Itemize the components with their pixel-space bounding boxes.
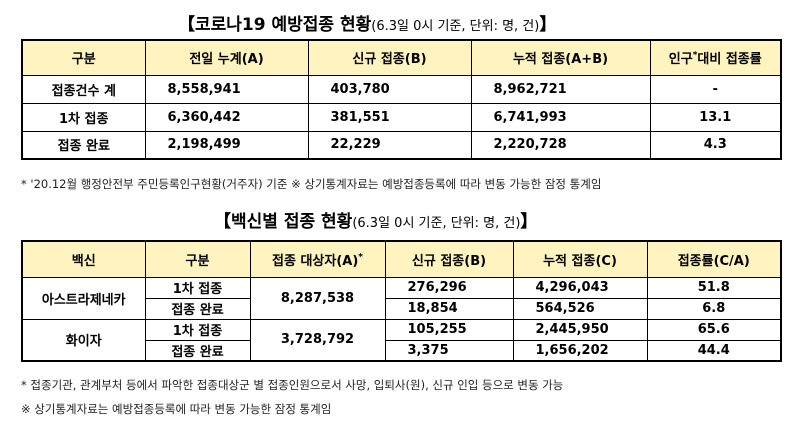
cell-value: 381,551	[307, 102, 472, 132]
vaccine-table: 백신 구분 접종 대상자(A)* 신규 접종(B) 누적 접종(C) 접종률(C…	[21, 240, 782, 362]
cell-value: 51.8	[646, 276, 782, 299]
cell-value: 6,360,442	[144, 102, 309, 132]
table2-title-end: 】	[520, 212, 538, 232]
header-category: 구분	[144, 240, 251, 278]
header-cumulative: 누적 접종(A+B)	[470, 39, 651, 76]
header-new: 신규 접종(B)	[307, 39, 472, 76]
cell-value: 22,229	[307, 130, 472, 160]
target-count: 3,728,792	[249, 318, 386, 362]
cell-value: 403,780	[307, 74, 472, 104]
header-category: 구분	[21, 39, 146, 76]
cell-value: 65.6	[646, 318, 782, 341]
cell-value: 4.3	[649, 130, 782, 160]
cell-value: 6.8	[646, 297, 782, 320]
table2-note-1: * 접종기관, 관계부처 등에서 파악한 접종대상군 별 접종인원으로서 사망,…	[21, 378, 564, 392]
vaccine-header-row: 백신 구분 접종 대상자(A)* 신규 접종(B) 누적 접종(C) 접종률(C…	[21, 240, 782, 278]
header-prev-total: 전일 누계(A)	[144, 39, 309, 76]
cell-value: 8,962,721	[470, 74, 651, 104]
cell-value: 2,198,499	[144, 130, 309, 160]
table-row: 접종 완료 3,375 1,656,202 44.4	[22, 339, 782, 362]
row-label: 접종 완료	[21, 130, 146, 160]
header-new: 신규 접종(B)	[384, 240, 514, 278]
cell-value: 1,656,202	[512, 339, 648, 362]
row-label: 접종 완료	[144, 297, 251, 320]
vaccine-name: 아스트라제네카	[21, 276, 146, 320]
table-row: 1차 접종 6,360,442 381,551 6,741,993 13.1	[21, 102, 782, 132]
header-cumulative: 누적 접종(C)	[512, 240, 648, 278]
table1-note: * '20.12월 행정안전부 주민등록인구현황(거주자) 기준 ※ 상기통계자…	[21, 177, 602, 191]
row-label: 접종건수 계	[21, 74, 146, 104]
table-row: 접종 완료 2,198,499 22,229 2,220,728 4.3	[21, 130, 782, 160]
table2-title-sub: (6.3일 0시 기준, 단위: 명, 건)	[352, 216, 521, 231]
cell-value: 3,375	[384, 339, 514, 362]
cell-value: 2,445,950	[512, 318, 648, 341]
cell-value: 6,741,993	[470, 102, 651, 132]
table1-title-end: 】	[539, 15, 557, 35]
cell-value: -	[649, 74, 782, 104]
cell-value: 13.1	[649, 102, 782, 132]
row-label: 1차 접종	[144, 318, 251, 341]
cell-value: 105,255	[384, 318, 514, 341]
summary-table: 구분 전일 누계(A) 신규 접종(B) 누적 접종(A+B) 인구*대비 접종…	[21, 39, 782, 160]
cell-value: 2,220,728	[470, 130, 651, 160]
table-row: 접종건수 계 8,558,941 403,780 8,962,721 -	[21, 74, 782, 104]
cell-value: 4,296,043	[512, 276, 648, 299]
header-rate: 접종률(C/A)	[646, 240, 782, 278]
table2-note-2: ※ 상기통계자료는 예방접종등록에 따라 변동 가능한 잠정 통계임	[21, 402, 332, 416]
table-row: 아스트라제네카 1차 접종 8,287,538 276,296 4,296,04…	[21, 276, 782, 320]
table2-title-main: 【백신별 접종 현황	[214, 212, 353, 232]
vaccine-name: 화이자	[21, 318, 146, 362]
table-row: 화이자 1차 접종 3,728,792 105,255 2,445,950 65…	[21, 318, 782, 362]
cell-value: 8,558,941	[144, 74, 309, 104]
table1-title-sub: (6.3일 0시 기준, 단위: 명, 건)	[371, 19, 540, 34]
cell-value: 18,854	[384, 297, 514, 320]
header-vaccine: 백신	[21, 240, 146, 278]
row-label: 1차 접종	[21, 102, 146, 132]
cell-value: 276,296	[384, 276, 514, 299]
cell-value: 44.4	[646, 339, 782, 362]
cell-value: 564,526	[512, 297, 648, 320]
table2-title: 【백신별 접종 현황(6.3일 0시 기준, 단위: 명, 건)】	[214, 207, 537, 232]
header-target: 접종 대상자(A)*	[249, 240, 386, 278]
target-count: 8,287,538	[249, 276, 386, 320]
table1-title: 【코로나19 예방접종 현황(6.3일 0시 기준, 단위: 명, 건)】	[178, 10, 556, 35]
table1-title-main: 【코로나19 예방접종 현황	[178, 15, 372, 35]
row-label: 1차 접종	[144, 276, 251, 299]
summary-header-row: 구분 전일 누계(A) 신규 접종(B) 누적 접종(A+B) 인구*대비 접종…	[21, 39, 782, 76]
header-rate: 인구*대비 접종률	[649, 39, 782, 76]
row-label: 접종 완료	[144, 339, 251, 362]
